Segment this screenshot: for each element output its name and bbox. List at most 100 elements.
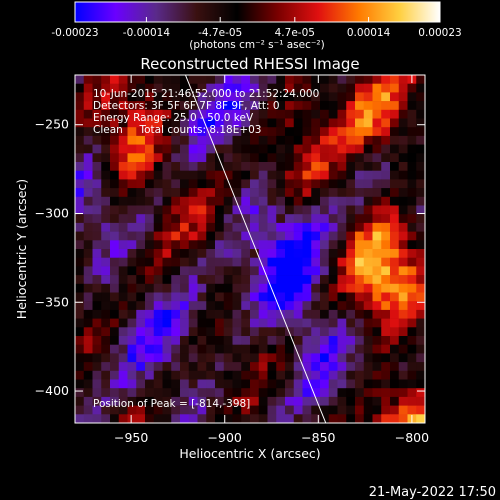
heatmap-cell — [92, 240, 102, 250]
heatmap-cell — [136, 283, 146, 293]
heatmap-cell — [241, 118, 251, 128]
heatmap-cell — [75, 196, 85, 206]
heatmap-cell — [162, 135, 172, 145]
heatmap-cell — [188, 83, 198, 93]
y-axis: −250−300−350−400 — [35, 117, 425, 398]
colorbar-units-label: (photons cm⁻² s⁻¹ asec⁻²) — [189, 39, 324, 51]
heatmap-cell — [83, 75, 93, 84]
heatmap-cell — [197, 92, 207, 102]
heatmap-cell — [407, 336, 417, 345]
heatmap-cell — [92, 370, 102, 380]
heatmap-cell — [302, 83, 312, 93]
heatmap-cell — [381, 292, 391, 302]
heatmap-cell — [232, 266, 242, 276]
heatmap-cell — [83, 83, 93, 93]
heatmap-cell — [197, 405, 207, 415]
heatmap-cell — [328, 301, 338, 311]
heatmap-cell — [346, 135, 356, 145]
heatmap-cell — [276, 240, 286, 250]
heatmap-cell — [337, 249, 347, 258]
heatmap-cell — [197, 231, 207, 241]
heatmap-cell — [285, 283, 295, 293]
heatmap-cell — [206, 153, 216, 163]
heatmap-cell — [390, 109, 400, 119]
heatmap-cell — [276, 309, 286, 319]
heatmap-cell — [110, 118, 120, 128]
heatmap-cell — [180, 214, 190, 224]
heatmap-cell — [328, 318, 338, 328]
heatmap-cell — [250, 362, 260, 372]
heatmap-cell — [188, 109, 198, 119]
heatmap-cell — [206, 222, 216, 232]
heatmap-cell — [328, 405, 338, 415]
heatmap-cell — [180, 205, 190, 215]
heatmap-cell — [180, 405, 190, 415]
heatmap-cell — [188, 231, 198, 241]
heatmap-cell — [180, 249, 190, 258]
heatmap-cell — [276, 109, 286, 119]
heatmap-cell — [83, 205, 93, 215]
heatmap-cell — [197, 118, 207, 128]
heatmap-cell — [398, 405, 408, 415]
heatmap-cell — [110, 309, 120, 319]
heatmap-cell — [285, 405, 295, 415]
heatmap-cell — [381, 379, 391, 389]
heatmap-cell — [320, 135, 330, 145]
heatmap-cell — [145, 205, 155, 215]
heatmap-cell — [346, 170, 356, 180]
heatmap-cell — [92, 353, 102, 363]
heatmap-cell — [302, 205, 312, 215]
heatmap-cell — [363, 179, 373, 189]
heatmap-cell — [241, 83, 251, 93]
heatmap-cell — [276, 205, 286, 215]
heatmap-cell — [276, 196, 286, 206]
heatmap-cell — [320, 170, 330, 180]
heatmap-cell — [311, 275, 321, 285]
heatmap-cell — [171, 127, 181, 137]
heatmap-cell — [293, 249, 303, 258]
heatmap-cell — [206, 388, 216, 398]
heatmap-cell — [302, 118, 312, 128]
heatmap-cell — [311, 101, 321, 111]
heatmap-cell — [311, 336, 321, 345]
heatmap-cell — [311, 179, 321, 189]
heatmap-cell — [337, 188, 347, 198]
heatmap-cell — [416, 362, 425, 372]
heatmap-cell — [188, 309, 198, 319]
heatmap-cell — [337, 205, 347, 215]
heatmap-cell — [398, 336, 408, 345]
heatmap-cell — [92, 109, 102, 119]
heatmap-cell — [276, 405, 286, 415]
heatmap-cell — [136, 275, 146, 285]
heatmap-cell — [197, 170, 207, 180]
heatmap-cell — [337, 127, 347, 137]
heatmap-cell — [92, 205, 102, 215]
heatmap-cell — [127, 109, 137, 119]
heatmap-cell — [232, 379, 242, 389]
heatmap-cell — [407, 162, 417, 171]
heatmap-cell — [188, 327, 198, 337]
heatmap-cell — [180, 327, 190, 337]
heatmap-cell — [162, 344, 172, 354]
heatmap-cell — [162, 353, 172, 363]
heatmap-cell — [346, 92, 356, 102]
heatmap-cell — [127, 162, 137, 171]
heatmap-cell — [293, 101, 303, 111]
heatmap-cell — [110, 153, 120, 163]
plot-frame — [74, 74, 426, 424]
heatmap-cell — [136, 353, 146, 363]
heatmap-cell — [197, 318, 207, 328]
heatmap-cell — [241, 362, 251, 372]
heatmap-cell — [206, 266, 216, 276]
heatmap-cell — [267, 127, 277, 137]
heatmap-cell — [372, 127, 382, 137]
heatmap-cell — [258, 92, 268, 102]
heatmap-cell — [92, 414, 102, 423]
heatmap-cell — [407, 266, 417, 276]
heatmap-cell — [250, 222, 260, 232]
heatmap-cell — [372, 205, 382, 215]
heatmap-cell — [302, 153, 312, 163]
heatmap-cell — [372, 309, 382, 319]
heatmap-cell — [83, 153, 93, 163]
heatmap-cell — [337, 414, 347, 423]
